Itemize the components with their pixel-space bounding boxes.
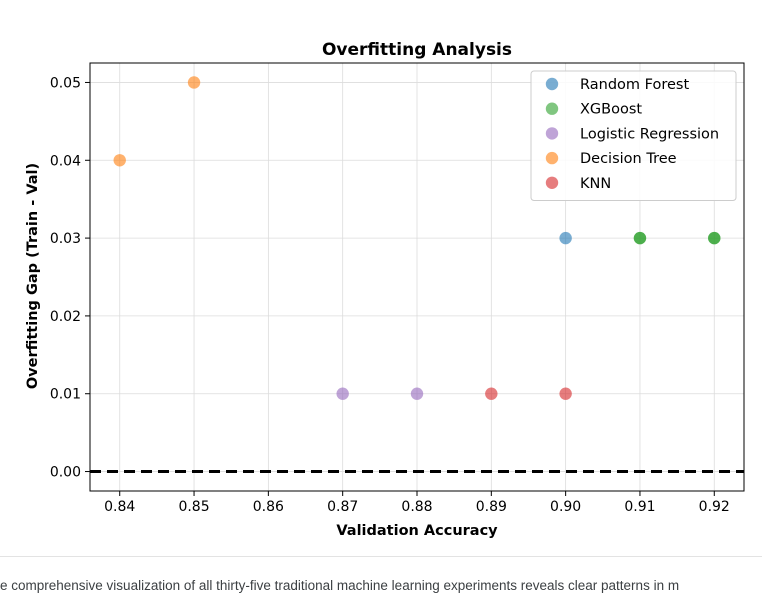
legend-label-logistic-regression: Logistic Regression (580, 126, 719, 142)
legend: Random Forest XGBoost Logistic Regression D… (530, 70, 737, 201)
point-xgboost (633, 231, 647, 245)
x-tick-label: 0.87 (327, 499, 358, 515)
y-tick-label: 0.02 (50, 309, 81, 325)
x-tick-label: 0.89 (476, 499, 507, 515)
x-tick-label: 0.88 (401, 499, 432, 515)
x-tick-label: 0.86 (253, 499, 284, 515)
x-tick-label: 0.92 (699, 499, 730, 515)
legend-marker-xgboost (545, 102, 559, 115)
legend-label-random-forest: Random Forest (580, 77, 689, 93)
point-logistic-regression (410, 387, 424, 400)
legend-label-xgboost: XGBoost (580, 102, 642, 118)
chart-title: Overfitting Analysis (322, 40, 512, 60)
x-axis-label: Validation Accuracy (336, 523, 498, 539)
point-logistic-regression (336, 387, 349, 400)
legend-label-decision-tree: Decision Tree (580, 151, 677, 167)
y-tick-label: 0.01 (50, 387, 81, 403)
x-tick-label: 0.84 (104, 499, 135, 515)
legend-marker-logistic-regression (545, 127, 559, 140)
legend-box (530, 70, 737, 201)
y-tick-label: 0.03 (50, 231, 81, 247)
point-decision-tree (113, 154, 126, 167)
legend-marker-knn (545, 176, 559, 189)
x-tick-label: 0.90 (550, 499, 581, 515)
axis-ticks: 0.84 0.85 0.86 0.87 0.88 0.89 0.90 0.91 0.92 0.00… (50, 75, 730, 515)
overfitting-chart: 0.84 0.85 0.86 0.87 0.88 0.89 0.90 0.91 0.92 0.00… (25, 40, 745, 539)
y-axis-label: Overfitting Gap (Train - Val) (25, 163, 41, 389)
point-decision-tree (187, 76, 201, 89)
caption-text: e comprehensive visualization of all thi… (0, 578, 680, 593)
x-tick-label: 0.85 (178, 499, 209, 515)
x-tick-label: 0.91 (624, 499, 655, 515)
point-xgboost (708, 231, 721, 245)
data-points (113, 76, 721, 400)
legend-marker-random-forest (545, 77, 559, 91)
legend-label-knn: KNN (580, 176, 611, 192)
y-tick-label: 0.04 (50, 153, 81, 169)
legend-marker-decision-tree (545, 151, 559, 165)
point-random-forest (559, 231, 572, 245)
point-knn (559, 387, 572, 400)
y-tick-label: 0.05 (50, 75, 81, 91)
point-knn (485, 387, 498, 400)
chart-svg: 0.84 0.85 0.86 0.87 0.88 0.89 0.90 0.91 0.92 0.00… (25, 40, 745, 539)
divider (0, 556, 762, 557)
y-tick-label: 0.00 (50, 465, 81, 481)
